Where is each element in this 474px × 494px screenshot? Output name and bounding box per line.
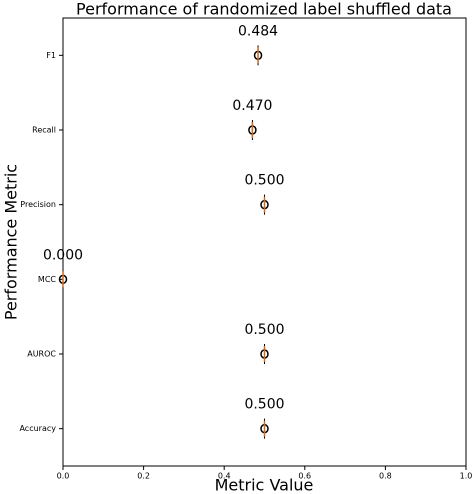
- x-tick-label: 0.2: [137, 472, 150, 481]
- y-tick-label: MCC: [38, 275, 56, 284]
- x-tick-label: 0.0: [57, 472, 70, 481]
- y-tick-label: F1: [46, 51, 56, 60]
- y-axis-label: Performance Metric: [2, 164, 21, 320]
- value-label: 0.500: [244, 397, 284, 413]
- y-tick-label: Precision: [20, 200, 56, 209]
- y-tick-label: Accuracy: [19, 424, 56, 433]
- y-tick-label: Recall: [32, 126, 56, 135]
- x-tick-label: 0.6: [298, 472, 311, 481]
- value-label: 0.500: [244, 322, 284, 338]
- x-tick-label: 0.4: [218, 472, 231, 481]
- value-label: 0.000: [43, 247, 83, 263]
- x-tick-label: 0.8: [379, 472, 392, 481]
- value-label: 0.500: [244, 173, 284, 189]
- x-axis-label: Metric Value: [215, 476, 314, 494]
- value-label: 0.484: [238, 23, 278, 39]
- y-tick-label: AUROC: [27, 350, 56, 359]
- x-tick-label: 1.0: [460, 472, 473, 481]
- chart-title: Performance of randomized label shuffled…: [76, 0, 452, 19]
- plot-frame: [62, 17, 467, 467]
- value-label: 0.470: [232, 98, 272, 114]
